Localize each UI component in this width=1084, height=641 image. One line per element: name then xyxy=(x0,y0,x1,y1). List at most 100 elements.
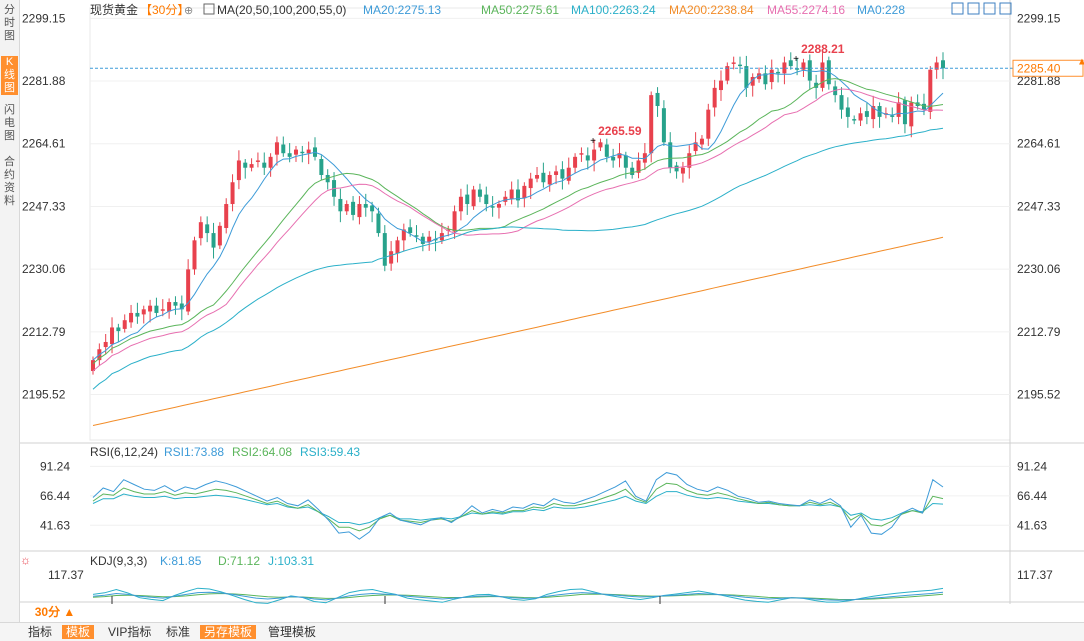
header-ma-value-5: MA0:228 xyxy=(857,3,905,17)
toolbar-button-2[interactable]: VIP指标 xyxy=(108,625,152,639)
candle-body xyxy=(516,189,520,201)
y-tick-label-right: 2195.52 xyxy=(1017,388,1061,402)
header-period: 【30分】 xyxy=(140,3,189,17)
rsi-tick-right: 41.63 xyxy=(1017,518,1047,532)
candle-body xyxy=(528,178,533,189)
candle-body xyxy=(579,153,584,155)
y-tick-label-right: 2299.15 xyxy=(1017,11,1061,25)
candle-body xyxy=(135,312,140,317)
candle-body xyxy=(173,302,178,306)
candle-body xyxy=(465,194,470,205)
candle-body xyxy=(389,251,394,264)
toolbar-button-0[interactable]: 指标 xyxy=(28,625,53,639)
candle-body xyxy=(255,160,260,162)
candle-body xyxy=(788,60,793,67)
candle-body xyxy=(433,238,438,241)
candle-body xyxy=(852,119,857,121)
y-tick-label-left: 2195.52 xyxy=(22,388,66,402)
rsi-tick-right: 66.44 xyxy=(1017,489,1047,503)
rsi-tick-left: 91.24 xyxy=(40,459,70,473)
period-selector[interactable]: 30分 ▲ xyxy=(34,605,76,619)
toolbar-button-5[interactable]: 管理模板 xyxy=(268,625,317,639)
header-symbol: 现货黄金 xyxy=(90,2,138,17)
candle-body xyxy=(687,153,692,168)
candle-body xyxy=(864,111,869,117)
candle-body xyxy=(236,160,241,181)
candle-body xyxy=(103,341,108,348)
rsi-value-2: RSI3:59.43 xyxy=(300,445,360,459)
candle-body xyxy=(636,160,641,173)
toolbar-button-4[interactable]: 另存模板 xyxy=(200,625,257,639)
y-tick-label-left: 2230.06 xyxy=(22,262,66,276)
candle-body xyxy=(782,62,787,74)
candle-body xyxy=(598,142,603,148)
candle-body xyxy=(116,327,121,332)
rsi2-line xyxy=(92,482,944,532)
candle-body xyxy=(585,155,590,161)
side-tab-0[interactable]: 分时图 xyxy=(4,4,15,42)
header-ma-value-3: MA200:2238.84 xyxy=(669,3,754,17)
ma50-line xyxy=(92,78,944,365)
candle-body xyxy=(744,66,749,88)
candle-body xyxy=(706,109,711,139)
candle-body xyxy=(287,153,292,157)
move-icon xyxy=(951,2,964,15)
close-icon xyxy=(999,2,1012,15)
candle-body xyxy=(217,225,222,246)
side-tabs: 分时图 K线图闪电图合约资料 xyxy=(0,0,20,622)
candle-body xyxy=(738,64,743,67)
last-price-arrow: ▲ xyxy=(1077,56,1084,67)
candle-body xyxy=(522,185,527,199)
restore-icon xyxy=(983,2,996,15)
candle-body xyxy=(319,159,324,175)
annotation-marker: + xyxy=(793,54,799,65)
y-tick-label-left: 2212.79 xyxy=(22,325,66,339)
candle-body xyxy=(902,100,907,125)
candle-body xyxy=(141,309,146,315)
candle-body xyxy=(477,189,482,197)
ma-settings-icon xyxy=(203,3,215,15)
candle-body xyxy=(566,167,571,181)
candle-body xyxy=(154,305,159,313)
candle-body xyxy=(503,196,508,202)
candle-body xyxy=(896,102,901,117)
kdj-value-2: J:103.31 xyxy=(268,554,314,568)
candle-body xyxy=(718,80,723,91)
ma20-line xyxy=(92,69,944,361)
candle-body xyxy=(801,62,806,70)
rsi-tick-right: 91.24 xyxy=(1017,459,1047,473)
y-tick-label-left: 2247.33 xyxy=(22,199,66,213)
last-price-box xyxy=(1012,59,1084,77)
candle-body xyxy=(573,156,578,168)
candle-body xyxy=(408,227,413,234)
side-tab-2[interactable]: 闪电图 xyxy=(4,104,15,142)
candle-body xyxy=(490,206,495,208)
y-tick-label-left: 2264.61 xyxy=(22,137,66,151)
toolbar-button-3[interactable]: 标准 xyxy=(166,625,191,639)
kdj-header-label: KDJ(9,3,3) xyxy=(90,554,147,568)
candle-body xyxy=(148,305,153,312)
kdj-value-0: K:81.85 xyxy=(160,554,202,568)
candle-body xyxy=(649,95,654,154)
candle-body xyxy=(230,182,235,205)
candle-body xyxy=(370,205,375,212)
candle-body xyxy=(198,222,203,239)
y-tick-label-right: 2247.33 xyxy=(1017,199,1061,213)
last-price-label: 2285.40 xyxy=(1017,61,1061,75)
candle-body xyxy=(680,167,685,174)
candle-body xyxy=(249,164,254,168)
y-tick-label-left: 2299.15 xyxy=(22,11,66,25)
toolbar-button-1[interactable]: 模板 xyxy=(62,625,95,639)
candle-body xyxy=(547,174,552,185)
side-tab-3[interactable]: 合约资料 xyxy=(4,156,15,207)
candle-body xyxy=(268,156,273,168)
header-ma-value-1: MA50:2275.61 xyxy=(481,3,559,17)
kdj-settings-icon: ☼ xyxy=(20,553,31,567)
candle-body xyxy=(668,142,673,168)
candle-body xyxy=(757,73,762,80)
side-tab-1[interactable]: K线图 xyxy=(1,56,18,95)
candlestick-chart[interactable]: 2299.15 2299.15 2281.88 2281.88 2264.61 2264.… xyxy=(20,0,1084,604)
candle-body xyxy=(941,60,945,69)
ma200-line xyxy=(92,236,944,426)
candle-body xyxy=(909,102,914,127)
